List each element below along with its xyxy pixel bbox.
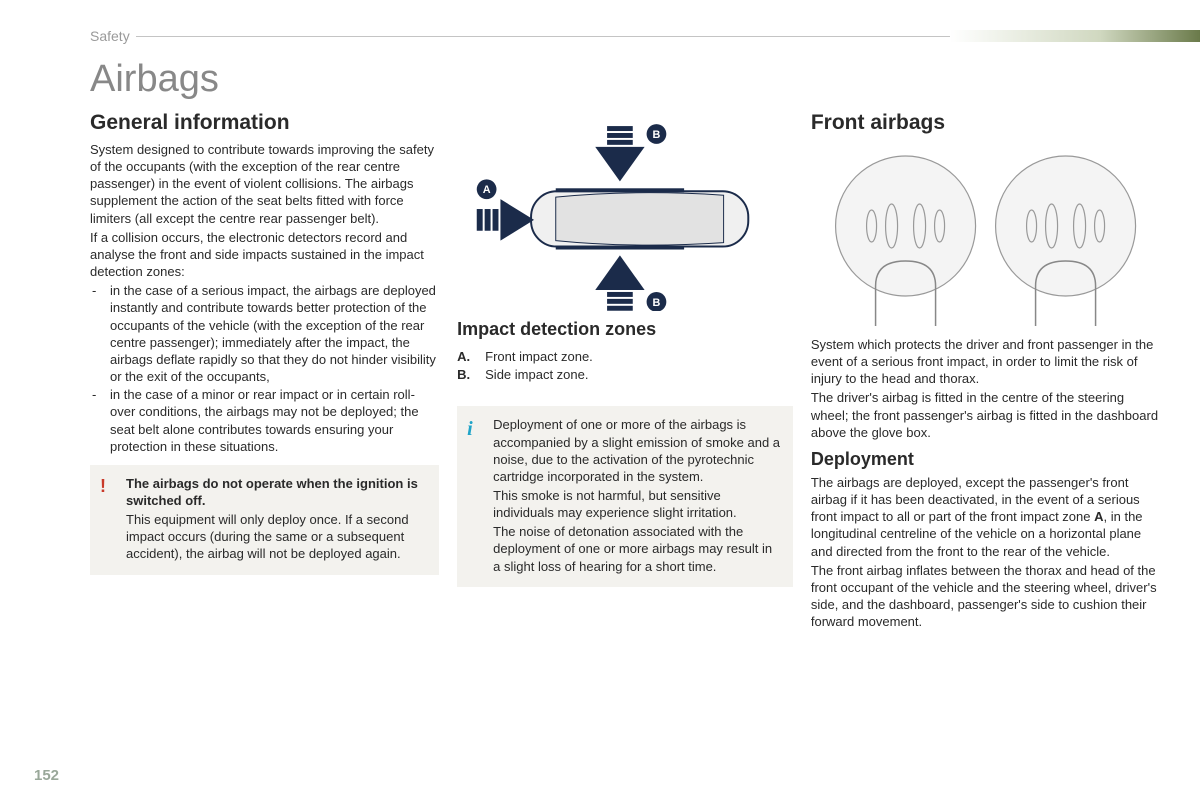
gi-bullet-1: in the case of a serious impact, the air… bbox=[90, 282, 439, 385]
warning-box: ! The airbags do not operate when the ig… bbox=[90, 465, 439, 575]
front-airbags-diagram bbox=[811, 141, 1160, 331]
column-general-info: General information System designed to c… bbox=[90, 111, 439, 632]
column-front-airbags: Front airbags System which protects the … bbox=[811, 111, 1160, 632]
label-b-top-text: B bbox=[653, 129, 661, 141]
heading-general-info: General information bbox=[90, 111, 439, 135]
info-p3: The noise of detonation associated with … bbox=[493, 523, 781, 574]
front-impact-arrow-icon bbox=[477, 199, 534, 240]
page-title: Airbags bbox=[90, 58, 1160, 101]
page-number: 152 bbox=[34, 767, 59, 784]
heading-front-airbags: Front airbags bbox=[811, 111, 1160, 135]
fa-p2: The driver's airbag is fitted in the cen… bbox=[811, 389, 1160, 440]
label-a-text: A bbox=[483, 184, 491, 196]
heading-impact-zones: Impact detection zones bbox=[457, 319, 793, 340]
dp1-part1: The airbags are deployed, except the pas… bbox=[811, 475, 1140, 524]
gi-bullet-list: in the case of a serious impact, the air… bbox=[90, 282, 439, 455]
zone-key-b: B. bbox=[457, 366, 475, 384]
column-impact-zones: A B B Impact detection zones A bbox=[457, 111, 793, 632]
impact-zones-diagram: A B B bbox=[457, 111, 793, 311]
zone-key-a: A. bbox=[457, 348, 475, 366]
info-icon: i bbox=[467, 416, 473, 442]
deployment-p1: The airbags are deployed, except the pas… bbox=[811, 474, 1160, 560]
zone-label-a: Front impact zone. bbox=[485, 348, 593, 366]
zone-item-b: B. Side impact zone. bbox=[457, 366, 793, 384]
info-p1: Deployment of one or more of the airbags… bbox=[493, 416, 781, 485]
content-columns: General information System designed to c… bbox=[90, 111, 1160, 632]
info-box: i Deployment of one or more of the airba… bbox=[457, 406, 793, 586]
header-category: Safety bbox=[90, 28, 130, 44]
driver-airbag-icon bbox=[835, 156, 975, 296]
deployment-p2: The front airbag inflates between the th… bbox=[811, 562, 1160, 631]
gi-para-1: System designed to contribute towards im… bbox=[90, 141, 439, 227]
side-impact-arrow-top-icon bbox=[595, 126, 644, 181]
side-impact-bar-top bbox=[556, 188, 684, 192]
warning-icon: ! bbox=[100, 475, 106, 499]
zone-list: A. Front impact zone. B. Side impact zon… bbox=[457, 348, 793, 384]
gi-para-2: If a collision occurs, the electronic de… bbox=[90, 229, 439, 280]
gi-bullet-2: in the case of a minor or rear impact or… bbox=[90, 386, 439, 455]
side-impact-bar-bottom bbox=[556, 246, 684, 250]
warning-line-2: This equipment will only deploy once. If… bbox=[126, 511, 427, 562]
side-impact-arrow-bottom-icon bbox=[595, 255, 644, 310]
car-cabin-icon bbox=[556, 193, 724, 245]
label-b-bottom-text: B bbox=[653, 297, 661, 309]
zone-item-a: A. Front impact zone. bbox=[457, 348, 793, 366]
heading-deployment: Deployment bbox=[811, 449, 1160, 470]
warning-line-bold: The airbags do not operate when the igni… bbox=[126, 476, 418, 508]
info-p2: This smoke is not harmful, but sensitive… bbox=[493, 487, 781, 521]
fa-p1: System which protects the driver and fro… bbox=[811, 336, 1160, 387]
dp1-bold: A bbox=[1094, 509, 1103, 524]
header-gradient bbox=[950, 30, 1200, 42]
passenger-airbag-icon bbox=[995, 156, 1135, 296]
zone-label-b: Side impact zone. bbox=[485, 366, 588, 384]
